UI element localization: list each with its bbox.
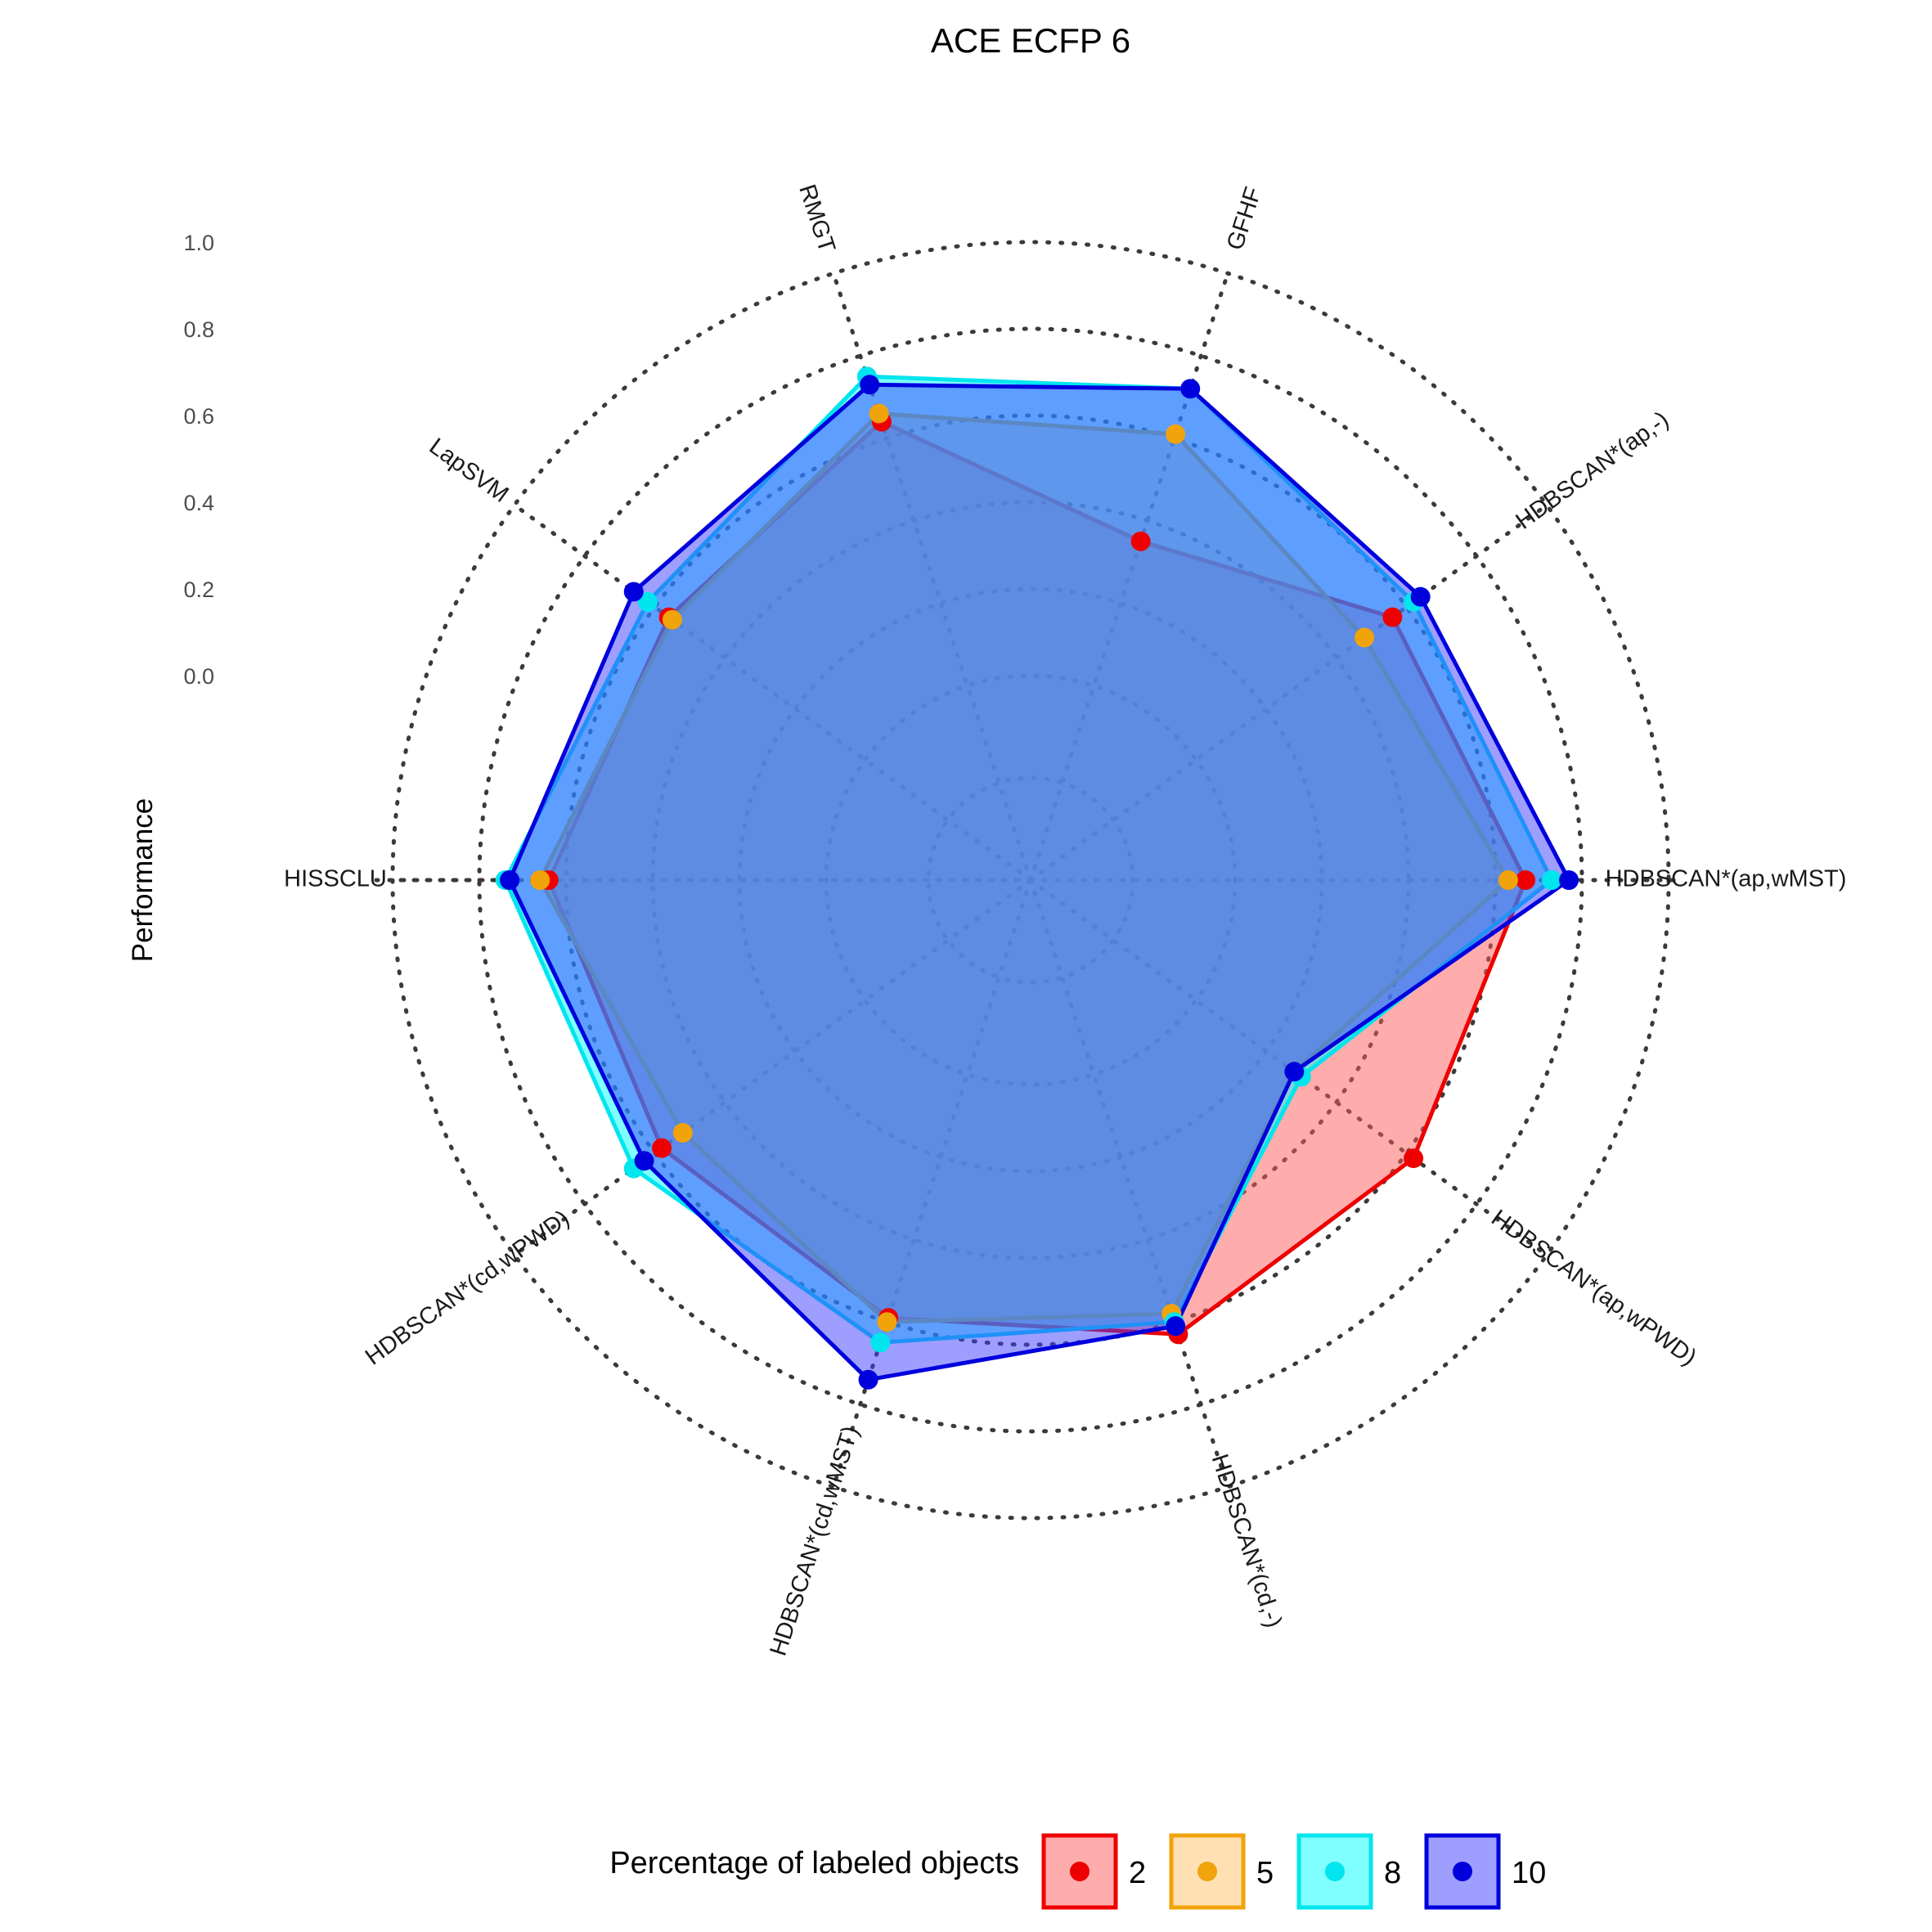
category-label: LapSVM: [425, 434, 514, 508]
legend-label: 5: [1256, 1856, 1274, 1890]
category-label: RMGT: [793, 182, 840, 256]
legend-marker: [1325, 1862, 1345, 1881]
tick-label: 0.2: [183, 577, 214, 602]
data-point-10-8: [623, 582, 644, 602]
legend-item-2: 2: [1041, 1833, 1146, 1910]
data-point-10-9: [860, 375, 880, 395]
legend-item-5: 5: [1169, 1833, 1274, 1910]
data-point-5-2: [1498, 870, 1518, 890]
data-point-8-5: [870, 1332, 891, 1353]
series-areas: [503, 374, 1571, 1382]
data-point-2-1: [1382, 607, 1403, 627]
data-point-10-6: [634, 1151, 654, 1171]
data-point-8-2: [1541, 870, 1561, 890]
tick-label: 1.0: [183, 231, 214, 255]
data-point-2-2: [1516, 870, 1536, 890]
legend-label: 2: [1129, 1856, 1146, 1890]
data-point-10-0: [1180, 379, 1201, 399]
data-point-10-1: [1410, 586, 1431, 607]
tick-label: 0.8: [183, 317, 214, 342]
legend-marker: [1453, 1862, 1472, 1881]
category-label: HDBSCAN*(cd,wMST): [766, 1423, 865, 1660]
category-label: HDBSCAN*(ap,wMST): [1606, 866, 1847, 892]
data-point-10-2: [1559, 870, 1579, 890]
tick-label: 0.6: [183, 404, 214, 429]
chart-title: ACE ECFP 6: [931, 21, 1130, 60]
y-axis-label: Performance: [127, 798, 159, 962]
data-point-10-4: [1166, 1316, 1186, 1337]
data-point-5-9: [869, 403, 889, 424]
category-label: HDBSCAN*(ap,wPWD): [1486, 1205, 1701, 1371]
data-point-10-3: [1284, 1062, 1305, 1082]
data-point-10-5: [858, 1369, 878, 1390]
legend-marker: [1197, 1862, 1217, 1881]
series-area-10: [507, 382, 1571, 1382]
data-point-8-8: [637, 591, 658, 612]
data-point-5-0: [1166, 424, 1186, 444]
legend: Percentage of labeled objects 2 5 8 10: [609, 1833, 1546, 1910]
data-point-5-5: [877, 1312, 897, 1332]
data-point-5-8: [662, 609, 682, 630]
legend-items: 2 5 8 10: [1041, 1833, 1546, 1910]
category-label: GFHF: [1222, 184, 1267, 254]
legend-item-10: 10: [1424, 1833, 1546, 1910]
radial-tick-labels: 0.0 0.2 0.4 0.6 0.8 1.0: [183, 231, 214, 689]
legend-item-8: 8: [1296, 1833, 1401, 1910]
category-label: HDBSCAN*(ap,-): [1512, 407, 1674, 535]
legend-swatch: [1169, 1833, 1246, 1910]
legend-label: 10: [1512, 1856, 1546, 1890]
data-point-2-6: [652, 1138, 672, 1158]
series-points: [495, 366, 1579, 1390]
legend-marker: [1070, 1862, 1090, 1881]
tick-label: 0.0: [183, 664, 214, 689]
category-label: HISSCLU: [284, 866, 387, 892]
category-label: HDBSCAN*(cd,wPWD): [361, 1205, 574, 1370]
tick-label: 0.4: [183, 491, 214, 515]
data-point-10-7: [500, 870, 520, 890]
legend-label: 8: [1384, 1856, 1401, 1890]
data-point-5-1: [1355, 627, 1375, 648]
legend-title: Percentage of labeled objects: [609, 1846, 1019, 1880]
data-point-5-6: [672, 1122, 693, 1143]
data-point-5-7: [530, 870, 550, 890]
data-point-2-0: [1130, 531, 1151, 551]
data-point-2-3: [1404, 1148, 1424, 1169]
category-label: HDBSCAN*(cd,-): [1206, 1451, 1287, 1631]
